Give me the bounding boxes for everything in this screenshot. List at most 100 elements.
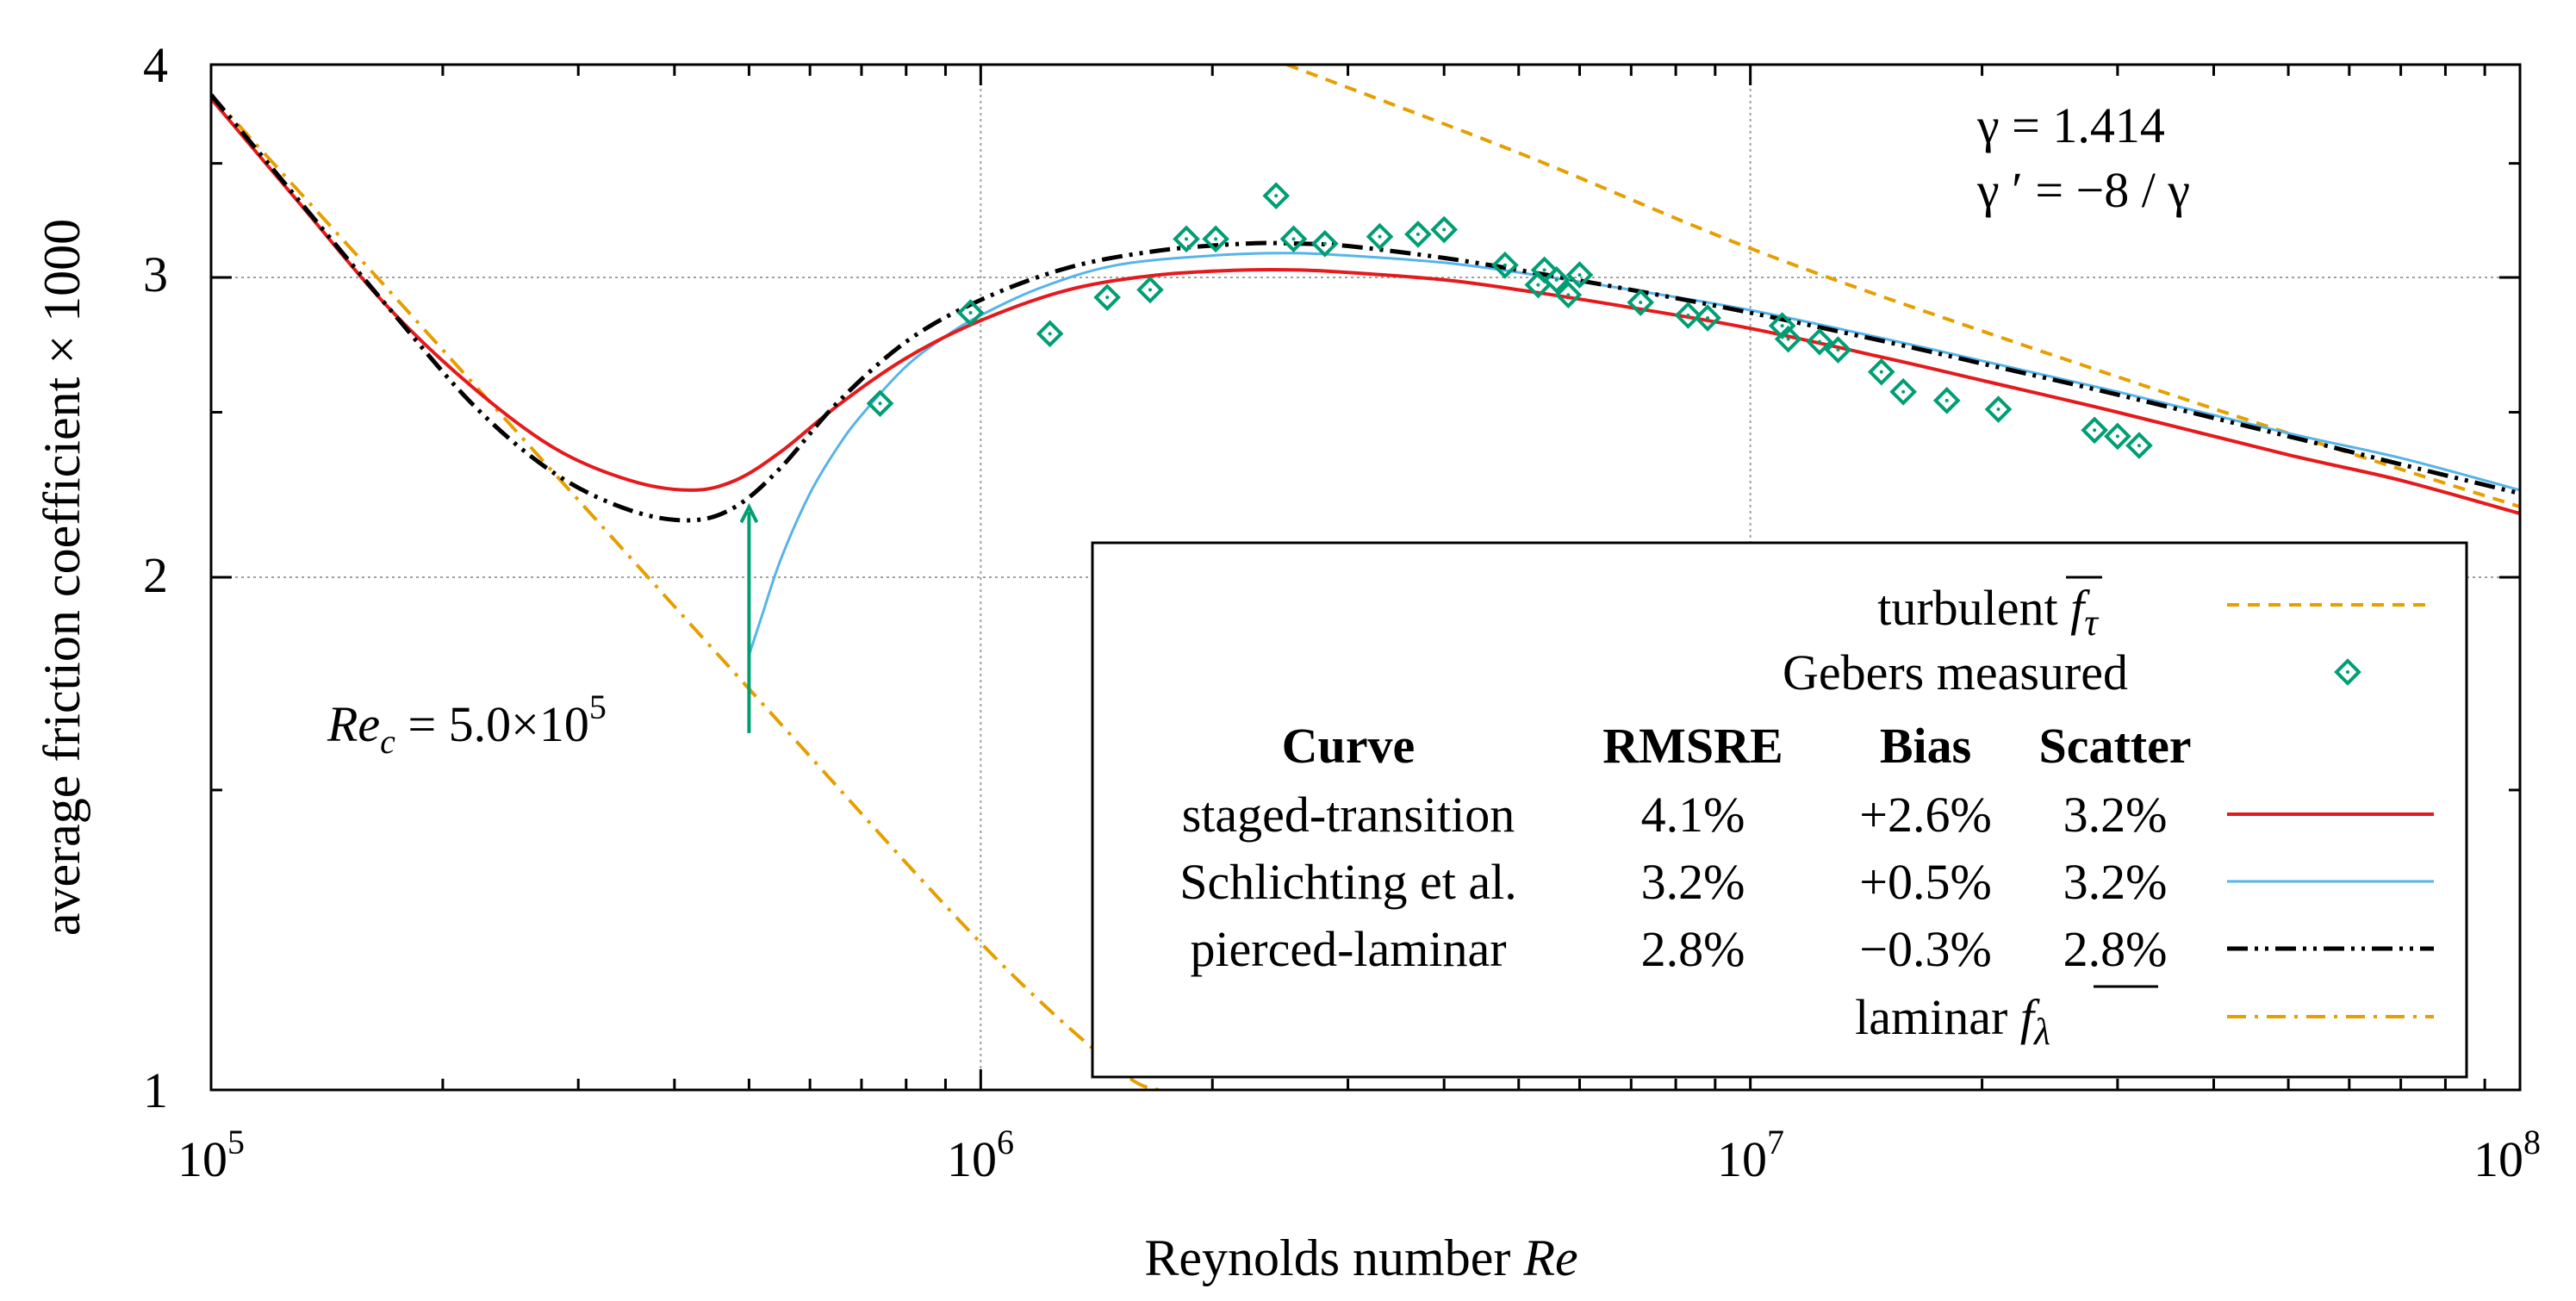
gebers-point <box>1554 281 1583 309</box>
legend-row-rmsre: 3.2% <box>1641 854 1745 910</box>
legend-box <box>1091 541 2468 1079</box>
gebers-point-dot <box>1542 268 1546 272</box>
legend-row-scatter: 3.2% <box>2063 854 2168 910</box>
gebers-point <box>1310 229 1339 258</box>
axis-ticks <box>209 63 2520 1092</box>
pierced-laminar-line <box>211 93 2520 523</box>
gebers-point-dot <box>1944 398 1949 402</box>
gebers-point-dot <box>1639 301 1643 305</box>
x-tick-label-1e8: 108 <box>2473 1123 2541 1187</box>
gebers-point-dot <box>1416 232 1420 236</box>
gebers-point-dot <box>1996 408 2000 412</box>
gebers-point-dot <box>1274 194 1279 198</box>
gebers-point-dot <box>2137 444 2141 448</box>
staged-transition-line <box>211 97 2520 515</box>
gebers-point-dot <box>1554 277 1559 282</box>
schlichting-line <box>747 252 2520 656</box>
gebers-point-dot <box>2115 434 2119 439</box>
gebers-point-dot <box>1148 288 1152 292</box>
gebers-points <box>866 182 2153 459</box>
gebers-point <box>1136 276 1164 304</box>
y-tick-label-3: 3 <box>143 246 168 302</box>
gebers-point-dot <box>2093 428 2097 433</box>
gebers-point <box>2104 422 2131 451</box>
y-axis-label: average friction coefficient × 1000 <box>34 219 90 936</box>
critical-re-arrow <box>739 502 759 733</box>
legend-turbulent-label: turbulent fτ <box>1877 580 2100 644</box>
gebers-point-dot <box>1817 339 1821 344</box>
gebers-point-dot <box>1780 324 1784 328</box>
legend-row-bias: +0.5% <box>1859 854 1992 910</box>
gebers-point-dot <box>1879 370 1883 374</box>
y-tick-label-1: 1 <box>143 1062 168 1118</box>
gebers-point <box>1774 325 1802 353</box>
gebers-point-dot <box>1536 283 1540 287</box>
legend-row-curve: pierced-laminar <box>1190 921 1506 977</box>
gebers-point-dot <box>1442 227 1447 232</box>
legend-row-scatter: 2.8% <box>2063 921 2168 977</box>
gebers-point-dot <box>1322 241 1327 246</box>
gebers-point <box>1093 283 1121 311</box>
gebers-point <box>1173 225 1200 253</box>
gebers-point-dot <box>1291 237 1296 241</box>
legend-gebers-diamond <box>2334 658 2361 686</box>
legend-row-curve: staged-transition <box>1182 787 1515 843</box>
gebers-point-dot <box>1185 237 1189 241</box>
critical-re-label: Rec = 5.0×105 <box>327 688 607 761</box>
gebers-point <box>1202 225 1229 253</box>
gamma-param: γ = 1.414 <box>1976 97 2165 153</box>
gebers-point <box>1366 222 1394 251</box>
gebers-point-dot <box>1786 337 1790 341</box>
gebers-point <box>2081 416 2108 445</box>
gebers-point-dot <box>1566 293 1571 297</box>
gebers-point <box>1036 320 1064 348</box>
legend-row-curve: Schlichting et al. <box>1179 854 1516 910</box>
gebers-point-dot <box>1836 348 1840 352</box>
gebers-point <box>866 389 894 418</box>
gebers-point <box>956 299 985 327</box>
gamma-prime-param: γ ′ = −8 / γ <box>1976 162 2190 218</box>
x-axis-label: Reynolds number Re <box>1144 1229 1577 1286</box>
x-tick-label-1e5: 105 <box>177 1123 245 1187</box>
x-tick-label-1e7: 107 <box>1717 1123 1784 1187</box>
gebers-point-dot <box>1706 315 1710 320</box>
arrow-head <box>739 502 759 524</box>
gebers-point <box>1694 304 1721 332</box>
gebers-point-dot <box>1577 273 1582 277</box>
legend-header-rmsre: RMSRE <box>1602 718 1783 774</box>
legend-gebers-label: Gebers measured <box>1783 644 2128 700</box>
legend-header-bias: Bias <box>1880 718 1971 774</box>
gebers-point-dot <box>1901 389 1906 394</box>
gebers-point-dot <box>1214 237 1218 241</box>
gebers-point-dot <box>1503 263 1507 267</box>
gebers-point <box>1889 377 1917 406</box>
x-tick-label-1e6: 106 <box>947 1123 1014 1187</box>
gebers-point <box>1542 265 1571 294</box>
gebers-point <box>1627 289 1655 316</box>
gebers-point-dot <box>1378 234 1382 239</box>
gebers-point <box>1430 215 1458 244</box>
legend-row-bias: +2.6% <box>1859 787 1992 843</box>
gebers-point <box>1491 251 1519 279</box>
laminar-line <box>211 93 1160 1090</box>
gebers-point-dot <box>968 310 973 314</box>
legend-row-rmsre: 4.1% <box>1641 787 1745 843</box>
legend-gebers-diamond-dot <box>2346 670 2349 674</box>
legend-laminar-label: laminar fλ <box>1855 989 2050 1053</box>
legend-header-scatter: Scatter <box>2038 718 2191 774</box>
gebers-point-dot <box>1048 332 1052 336</box>
gebers-point <box>1674 302 1702 329</box>
y-tick-label-4: 4 <box>143 37 168 93</box>
gebers-point <box>1768 312 1796 339</box>
gebers-point <box>1824 336 1852 364</box>
gebers-point <box>2125 432 2153 459</box>
y-tick-label-2: 2 <box>143 547 168 603</box>
gebers-point <box>1279 225 1308 253</box>
gebers-point <box>1806 327 1833 356</box>
legend-header-curve: Curve <box>1282 718 1416 774</box>
gebers-point <box>1262 182 1291 210</box>
gebers-point-dot <box>1105 296 1110 300</box>
gebers-point <box>1984 395 2013 423</box>
legend-row-scatter: 3.2% <box>2063 787 2168 843</box>
